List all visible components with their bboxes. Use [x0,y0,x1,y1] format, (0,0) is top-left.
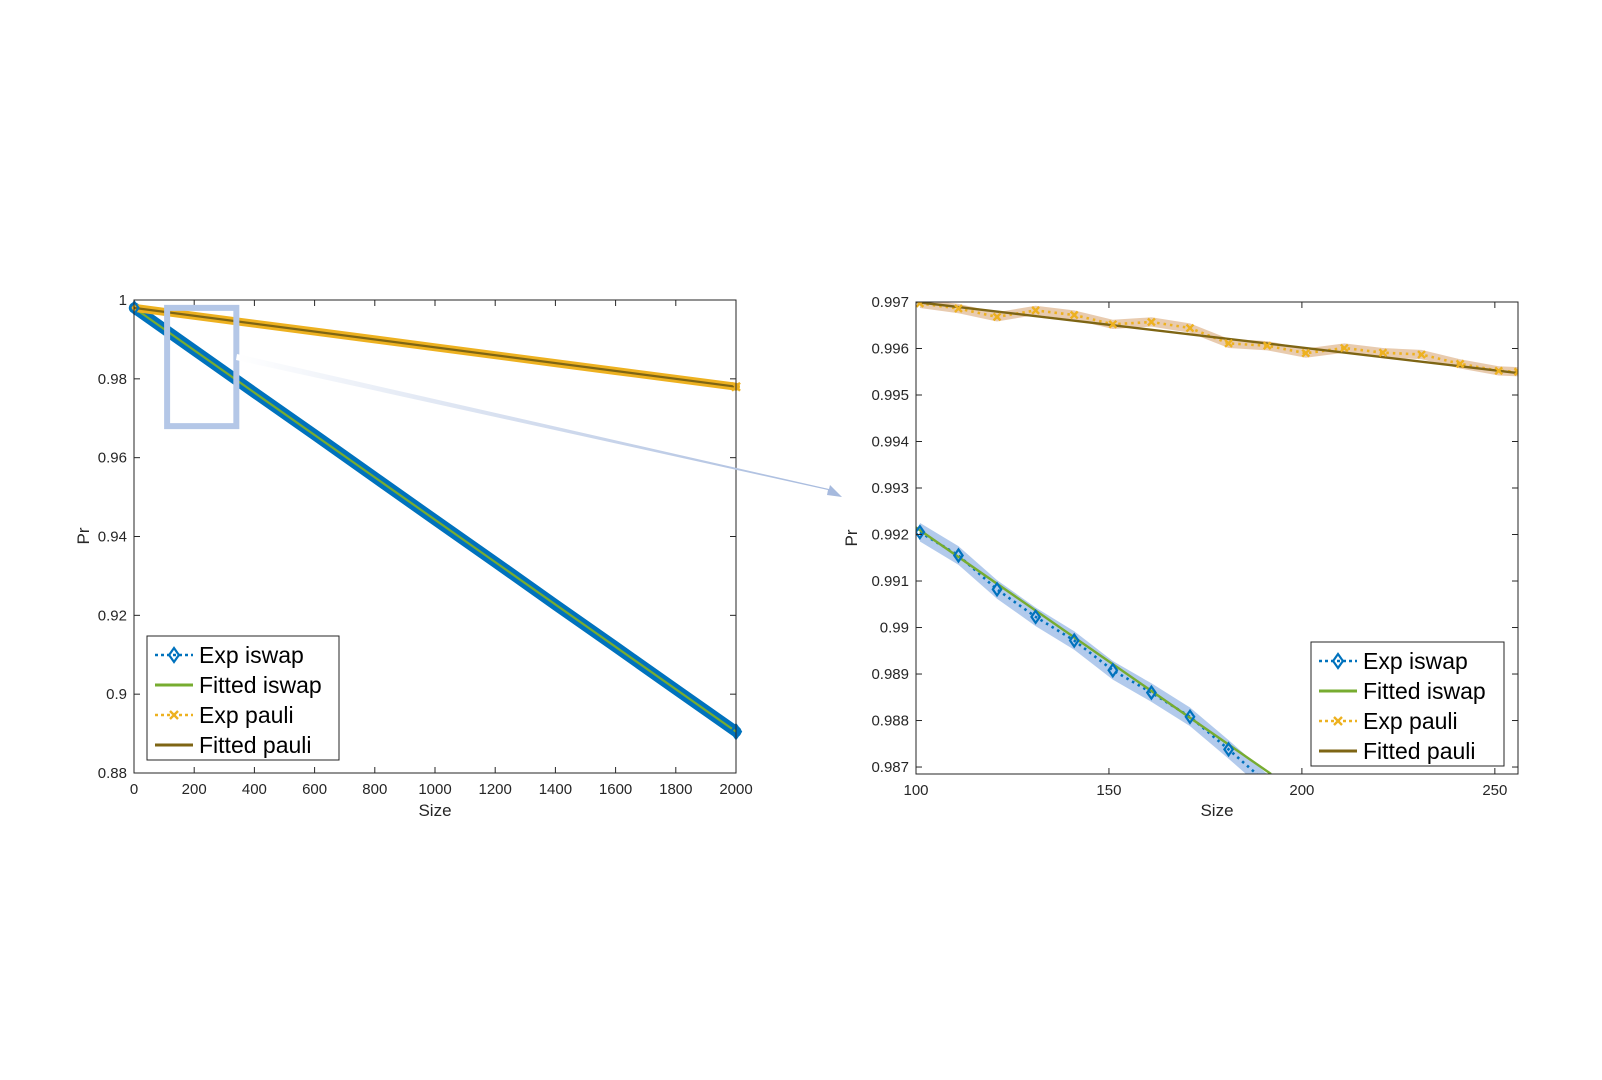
data-point-iswap [1223,741,1235,758]
data-point-iswap [916,524,926,541]
zoom-chart: 100 150 200 250 0.987 0.988 0.989 0.99 0.991 0.99… [842,294,1519,820]
zoom-y-tick-label: 0.987 [871,759,909,776]
data-point-iswap [1263,777,1271,789]
data-point-pauli [1262,341,1272,351]
data-point-iswap [1068,632,1080,649]
zoom-x-tick-label: 100 [903,782,928,799]
overview-x-tick-label: 1200 [479,781,512,798]
zoom-y-tick-label: 0.996 [871,341,909,358]
data-point-pauli [1417,350,1426,359]
overview-y-tick-label: 0.9 [106,686,127,703]
overview-legend: Exp iswap Fitted iswap Exp pauli Fitted pau… [146,635,340,761]
data-point-pauli [954,304,963,313]
data-point-pauli [1494,366,1504,376]
legend-label: Fitted pauli [199,732,312,758]
overview-y-tick-label: 0.92 [98,607,127,624]
overview-chart: 0 200 400 600 800 1000 1200 1400 1600 1800 2000 0.8… [74,292,753,820]
zoom-y-tick-label: 0.989 [871,666,909,683]
data-point-pauli [1455,359,1465,369]
overview-x-tick-label: 1800 [659,781,692,798]
zoom-x-tick-label: 250 [1482,782,1507,799]
legend-label: Exp iswap [199,642,304,668]
data-point-pauli [1069,310,1079,320]
zoom-y-tick-label: 0.994 [871,434,909,451]
overview-y-tick-label: 0.98 [98,371,127,388]
data-point-pauli [916,302,925,308]
zoom-y-tick-label: 0.991 [871,573,909,590]
legend-marker-cross [1333,716,1343,726]
overview-y-tick-label: 0.88 [98,765,127,782]
data-point-iswap [1030,608,1042,625]
legend-label: Fitted pauli [1363,738,1476,764]
zoom-legend-box [1310,641,1505,767]
zoom-ticks: 100 150 200 250 0.987 0.988 0.989 0.99 0.991 0.99… [871,294,1518,799]
data-point-iswap [991,581,1003,598]
zoom-axes-box [915,301,1519,775]
data-point-iswap [1184,708,1196,725]
zoom-series [916,302,1518,774]
legend-label: Exp pauli [1363,708,1458,734]
zoom-x-tick-label: 150 [1096,782,1121,799]
legend-marker-diamond [1331,652,1345,670]
zoom-y-axis-label: Pr [842,529,861,546]
data-point-pauli [1031,306,1040,315]
data-point-pauli [1340,343,1349,353]
data-point-iswap [1107,662,1119,679]
series-fitted-pauli [916,302,1518,375]
data-point-pauli [992,312,1002,322]
legend-label: Exp iswap [1363,648,1468,674]
zoom-x-tick-label: 200 [1289,782,1314,799]
zoom-y-tick-label: 0.995 [871,387,909,404]
overview-y-axis-label: Pr [74,527,93,544]
legend-label: Exp pauli [199,702,294,728]
series-exp-iswap [919,531,1259,774]
data-point-pauli [1108,319,1118,329]
zoom-y-tick-label: 0.993 [871,480,909,497]
zoom-y-tick-label: 0.997 [871,294,909,311]
overview-ticks: 0 200 400 600 800 1000 1200 1400 1600 1800 2000 0.8… [98,292,753,798]
series-exp-pauli [919,302,1518,374]
overview-x-tick-label: 1600 [599,781,632,798]
overview-x-tick-label: 800 [362,781,387,798]
zoom-arrow-shape [236,354,842,497]
legend-marker-diamond [167,646,181,664]
overview-y-tick-label: 0.94 [98,529,127,546]
overview-x-axis-label: Size [418,801,451,820]
series-fitted-iswap [916,526,1272,774]
data-point-pauli [1224,339,1233,348]
data-point-iswap [1145,684,1157,701]
zoom-arrow [236,354,842,497]
legend-marker-cross [169,710,179,720]
overview-x-tick-label: 600 [302,781,327,798]
zoom-y-tick-label: 0.99 [880,620,909,637]
zoom-y-tick-label: 0.988 [871,713,909,730]
overview-x-tick-label: 200 [182,781,207,798]
zoom-markers [916,302,1518,789]
zoom-y-tick-label: 0.992 [871,527,909,544]
legend-label: Fitted iswap [199,672,322,698]
overview-x-tick-label: 400 [242,781,267,798]
data-point-pauli [1513,367,1518,377]
data-point-iswap [952,547,964,564]
data-point-pauli [1185,323,1195,333]
overview-x-tick-label: 1000 [418,781,451,798]
overview-y-tick-label: 0.96 [98,450,127,467]
zoom-region-box [164,304,240,430]
data-point-pauli [1301,348,1311,358]
data-point-pauli [1378,348,1388,358]
band-exp-pauli [919,302,1518,377]
data-point-pauli [1147,317,1156,327]
zoom-x-axis-label: Size [1200,801,1233,820]
overview-y-tick-label: 1 [119,292,127,309]
zoom-legend: Exp iswap Fitted iswap Exp pauli Fitted pau… [1310,641,1505,767]
overview-x-tick-label: 2000 [719,781,752,798]
legend-label: Fitted iswap [1363,678,1486,704]
overview-x-tick-label: 1400 [539,781,572,798]
overview-x-tick-label: 0 [130,781,138,798]
